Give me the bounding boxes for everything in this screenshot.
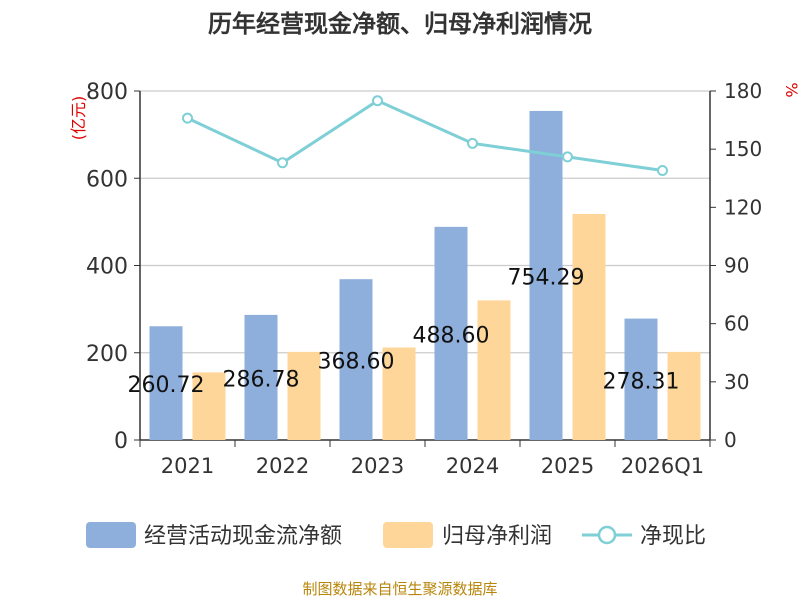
legend-label: 净现比	[640, 524, 706, 549]
bar	[339, 279, 373, 440]
chart-title: 历年经营现金净额、归母净利润情况	[208, 10, 592, 38]
right-axis-tick-label: 30	[724, 370, 749, 394]
x-axis-tick-label: 2022	[256, 454, 309, 478]
data-labels: 260.72 286.78 368.60 488.60 754.29 278.31	[128, 265, 680, 398]
bar	[667, 351, 701, 440]
legend: 经营活动现金流净额 归母净利润 净现比	[86, 522, 706, 549]
bar-value-label: 754.29	[508, 265, 585, 290]
axes: 0 200 400 600 800 0 30 60 90 120 150 180 2021 2022 202…	[86, 79, 762, 478]
line-point	[562, 151, 573, 163]
bar-value-label: 260.72	[128, 373, 205, 398]
bar	[287, 351, 321, 440]
bar	[434, 226, 468, 440]
left-axis-tick-label: 400	[86, 255, 128, 280]
ratio-line	[186, 98, 663, 172]
bar-value-label: 368.60	[318, 350, 395, 375]
bar-value-label: 488.60	[413, 323, 490, 348]
bar-value-label: 286.78	[223, 367, 300, 392]
line-point	[657, 164, 668, 176]
bar-value-label: 278.31	[603, 369, 680, 394]
left-axis-tick-label: 800	[86, 80, 128, 105]
source-note: 制图数据来自恒生聚源数据库	[302, 580, 497, 598]
legend-swatch	[383, 522, 433, 548]
right-axis-unit: %	[782, 82, 800, 97]
left-axis-tick-label: 200	[86, 342, 128, 367]
x-axis-tick-label: 2026Q1	[621, 454, 704, 478]
right-axis-tick-label: 150	[724, 137, 762, 161]
bar	[624, 318, 658, 440]
right-axis-tick-label: 60	[724, 312, 749, 336]
right-axis-tick-label: 120	[724, 195, 762, 219]
x-axis-tick-label: 2023	[351, 454, 404, 478]
legend-label: 经营活动现金流净额	[144, 524, 342, 549]
left-axis-tick-label: 0	[114, 429, 128, 454]
right-axis-tick-label: 90	[724, 254, 749, 278]
bar	[192, 372, 226, 440]
legend-marker	[597, 525, 617, 545]
x-axis-tick-label: 2025	[541, 454, 594, 478]
legend-label: 归母净利润	[442, 524, 552, 549]
line-point	[182, 112, 193, 124]
line-point	[372, 95, 383, 107]
x-axis-tick-label: 2024	[446, 454, 499, 478]
bar	[529, 110, 563, 441]
bar	[572, 214, 606, 440]
right-axis-tick-label: 180	[724, 79, 762, 103]
line-point	[467, 137, 478, 149]
line-series	[182, 95, 668, 176]
legend-swatch	[86, 522, 136, 548]
line-point	[277, 157, 288, 169]
bar	[382, 347, 416, 440]
left-axis-unit: (亿元)	[69, 96, 88, 141]
x-axis-tick-label: 2021	[161, 454, 214, 478]
bars	[149, 110, 701, 441]
left-axis-tick-label: 600	[86, 167, 128, 192]
bar	[477, 300, 511, 440]
bar	[244, 314, 278, 440]
right-axis-tick-label: 0	[724, 428, 737, 452]
grid	[140, 90, 710, 354]
bar	[149, 326, 183, 440]
